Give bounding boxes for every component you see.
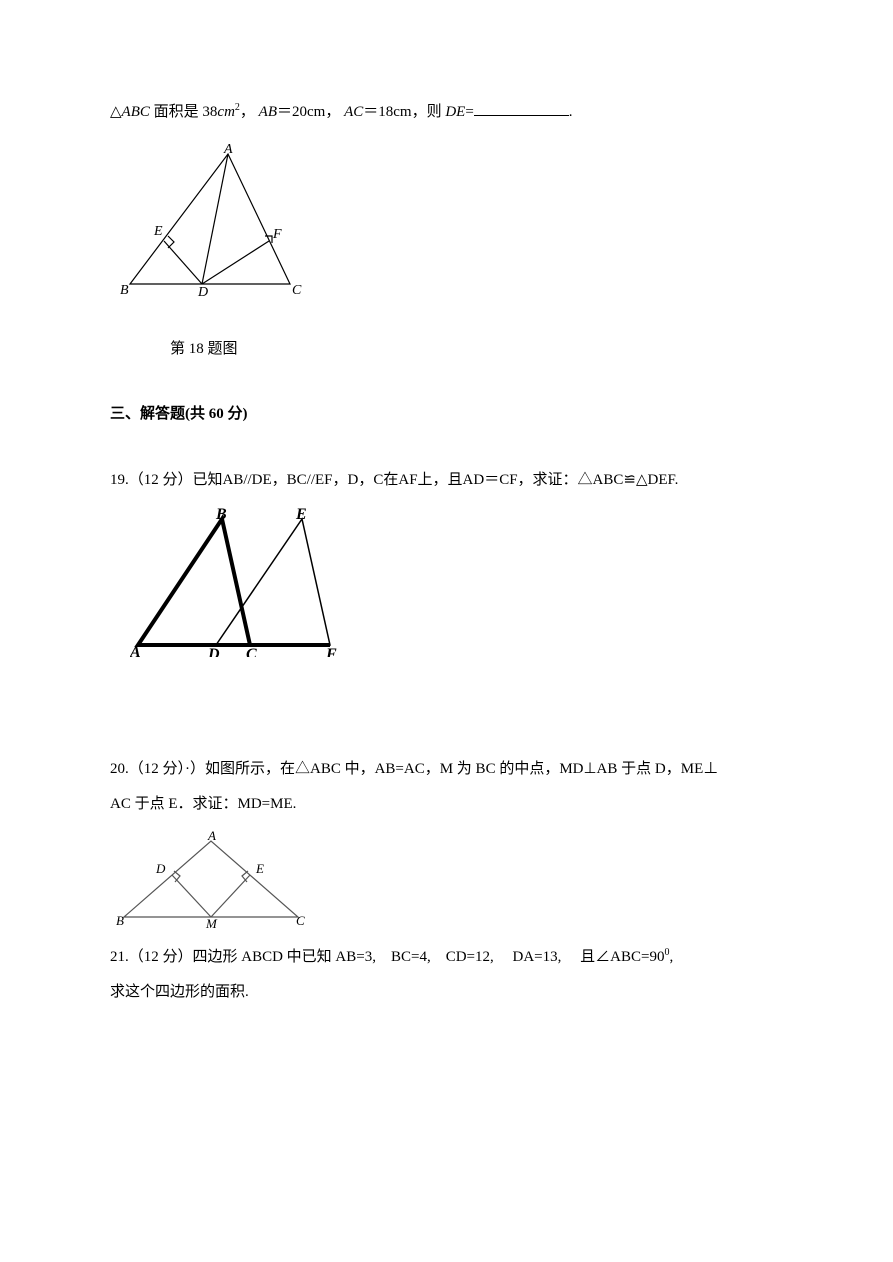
figure-18: A B C D E F bbox=[120, 144, 783, 301]
svg-text:E: E bbox=[153, 224, 163, 239]
q20-line2: AC 于点 E．求证：MD=ME. bbox=[110, 787, 783, 822]
triangle-abc-diagram: A B C D E F bbox=[120, 144, 310, 296]
svg-text:A: A bbox=[223, 144, 233, 157]
svg-text:E: E bbox=[295, 507, 307, 523]
svg-text:B: B bbox=[215, 507, 227, 523]
svg-text:D: D bbox=[197, 285, 208, 296]
svg-text:A: A bbox=[207, 831, 216, 843]
svg-text:C: C bbox=[246, 646, 257, 657]
q19-diagram: A B E D C F bbox=[130, 507, 350, 657]
svg-text:E: E bbox=[255, 861, 264, 876]
svg-text:B: B bbox=[116, 913, 124, 928]
q20-line1: 20.（12 分）·）如图所示，在△ABC 中，AB=AC，M 为 BC 的中点… bbox=[110, 752, 783, 787]
svg-text:C: C bbox=[292, 283, 302, 296]
figure-20: A B C M D E bbox=[116, 831, 783, 934]
q20-diagram: A B C M D E bbox=[116, 831, 306, 929]
svg-text:A: A bbox=[130, 644, 141, 657]
figure-19: A B E D C F bbox=[130, 507, 783, 662]
blank-de[interactable] bbox=[474, 101, 569, 116]
svg-text:F: F bbox=[325, 646, 337, 657]
q21-line1: 21.（12 分）四边形 ABCD 中已知 AB=3, BC=4, CD=12,… bbox=[110, 940, 783, 975]
svg-text:B: B bbox=[120, 283, 129, 296]
q19-text: 19.（12 分）已知AB//DE，BC//EF，D，C在AF上，且AD＝CF，… bbox=[110, 463, 783, 498]
section-3-title: 三、解答题(共 60 分) bbox=[110, 402, 783, 423]
figure-18-caption: 第 18 题图 bbox=[170, 337, 783, 358]
svg-text:C: C bbox=[296, 913, 305, 928]
svg-text:M: M bbox=[205, 916, 218, 929]
q21-line2: 求这个四边形的面积. bbox=[110, 975, 783, 1010]
q18-text: △ABC 面积是 38cm2， AB＝20cm， AC＝18cm，则 DE=. bbox=[110, 100, 783, 124]
svg-text:D: D bbox=[155, 861, 166, 876]
svg-text:F: F bbox=[272, 227, 282, 242]
svg-text:D: D bbox=[207, 646, 220, 657]
